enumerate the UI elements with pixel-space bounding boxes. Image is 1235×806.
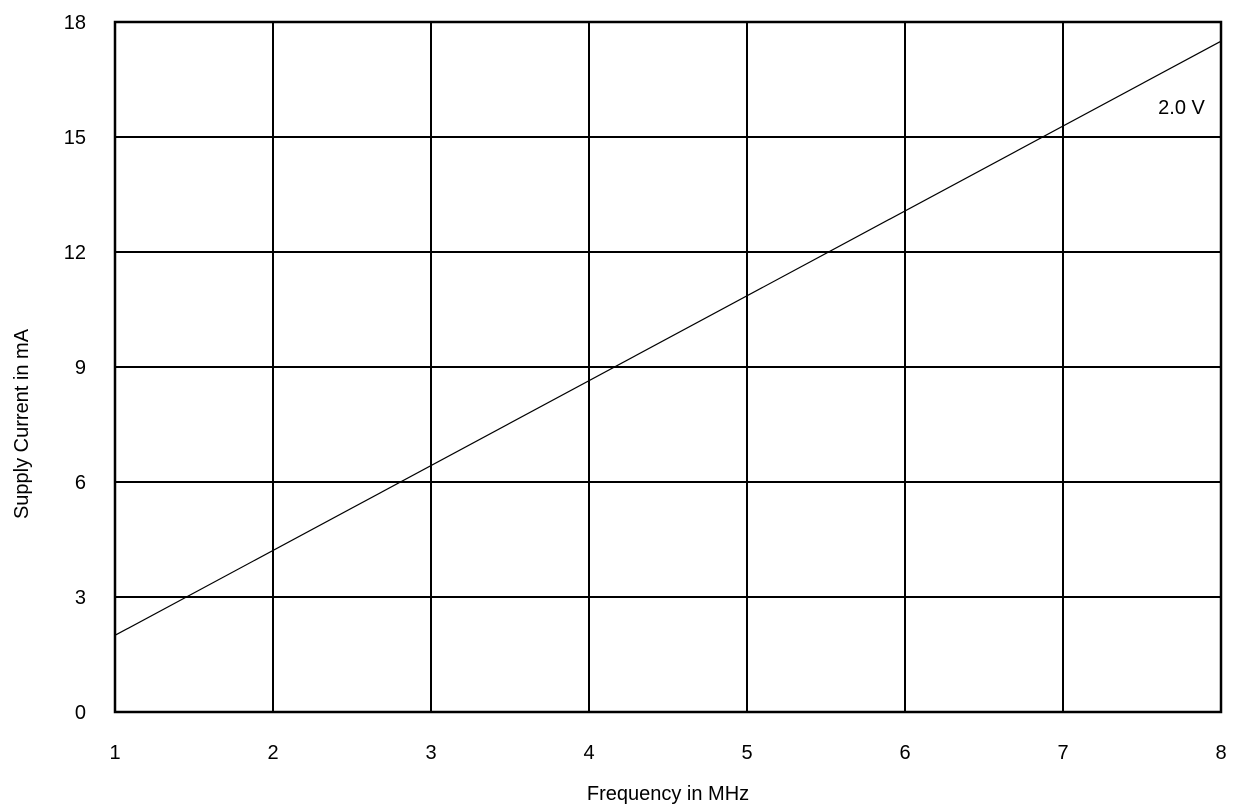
x-tick-label: 6	[899, 742, 910, 764]
y-tick-label: 0	[75, 702, 86, 724]
x-tick-label: 1	[109, 742, 120, 764]
x-tick-label: 3	[425, 742, 436, 764]
y-tick-labels: 0 3 6 9 12 15 18	[64, 12, 86, 724]
y-axis-title: Supply Current in mA	[11, 328, 33, 519]
x-tick-label: 4	[583, 742, 594, 764]
grid	[115, 22, 1221, 712]
plot-frame	[113, 20, 1223, 714]
y-tick-label: 3	[75, 587, 86, 609]
x-tick-label: 8	[1215, 742, 1226, 764]
x-tick-labels: 1 2 3 4 5 6 7 8	[109, 742, 1226, 764]
x-tick-label: 7	[1057, 742, 1068, 764]
y-tick-label: 12	[64, 242, 86, 264]
x-tick-label: 5	[741, 742, 752, 764]
series-label: 2.0 V	[1158, 97, 1205, 119]
x-tick-label: 2	[267, 742, 278, 764]
y-tick-label: 9	[75, 357, 86, 379]
series-layer: 2.0 V	[114, 40, 1222, 636]
y-tick-label: 15	[64, 127, 86, 149]
x-axis-title: Frequency in MHz	[587, 783, 749, 805]
y-tick-label: 18	[64, 12, 86, 34]
series-line	[114, 40, 1222, 636]
y-tick-label: 6	[75, 472, 86, 494]
